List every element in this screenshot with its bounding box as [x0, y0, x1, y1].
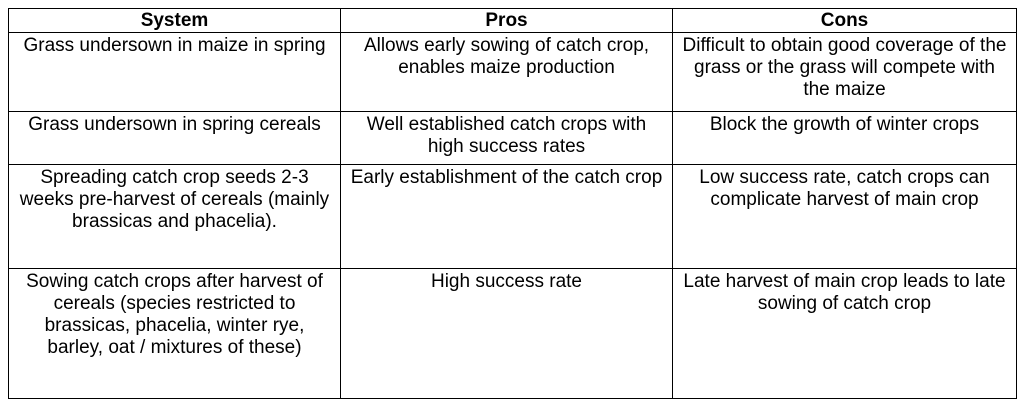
header-cons: Cons [672, 8, 1017, 33]
cell-cons: Low success rate, catch crops can compli… [672, 164, 1017, 269]
cell-cons: Block the growth of winter crops [672, 111, 1017, 165]
cell-pros: High success rate [340, 268, 673, 399]
cell-cons: Late harvest of main crop leads to late … [672, 268, 1017, 399]
header-pros: Pros [340, 8, 673, 33]
cell-cons: Difficult to obtain good coverage of the… [672, 32, 1017, 112]
catch-crop-systems-table: System Pros Cons Grass undersown in maiz… [8, 8, 1017, 399]
table-row: Grass undersown in maize in spring Allow… [8, 32, 1017, 112]
header-system: System [8, 8, 341, 33]
cell-pros: Early establishment of the catch crop [340, 164, 673, 269]
cell-pros: Allows early sowing of catch crop, enabl… [340, 32, 673, 112]
cell-pros: Well established catch crops with high s… [340, 111, 673, 165]
table-row: Grass undersown in spring cereals Well e… [8, 111, 1017, 165]
cell-system: Spreading catch crop seeds 2-3 weeks pre… [8, 164, 341, 269]
cell-system: Grass undersown in spring cereals [8, 111, 341, 165]
cell-system: Sowing catch crops after harvest of cere… [8, 268, 341, 399]
table-row: Spreading catch crop seeds 2-3 weeks pre… [8, 164, 1017, 269]
header-row: System Pros Cons [8, 8, 1017, 33]
cell-system: Grass undersown in maize in spring [8, 32, 341, 112]
table-row: Sowing catch crops after harvest of cere… [8, 268, 1017, 399]
